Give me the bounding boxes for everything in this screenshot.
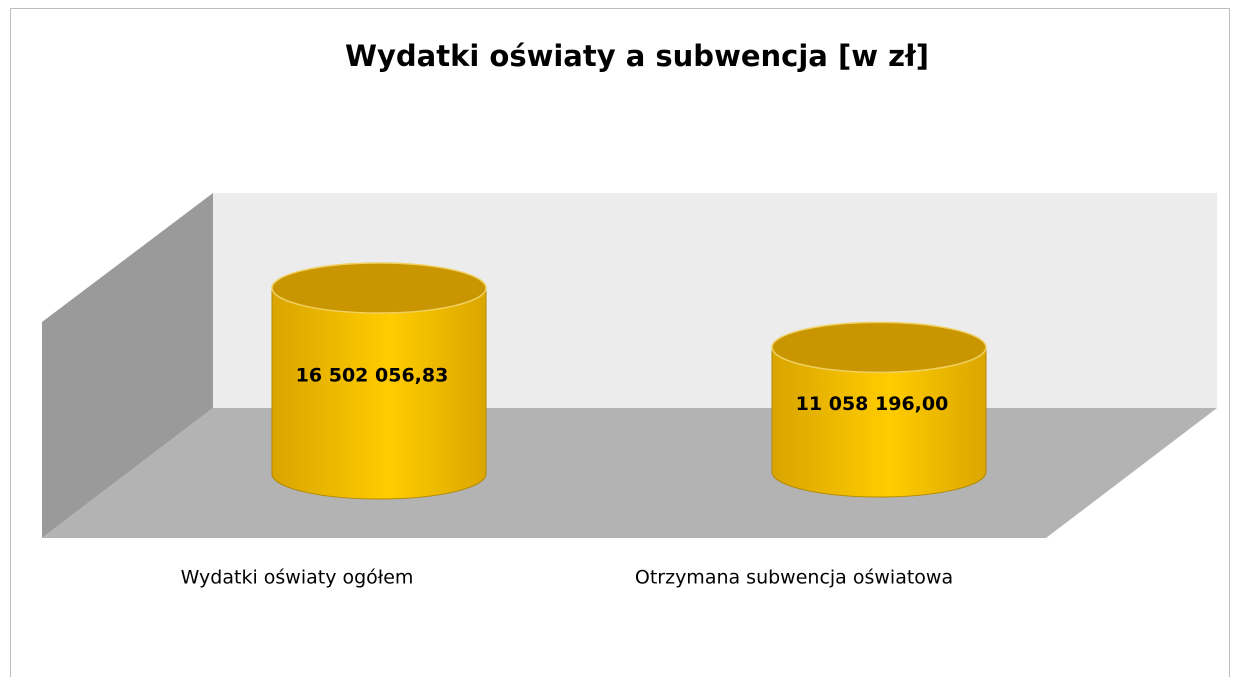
cylinder-top: [771, 321, 987, 374]
cylinder-body: [271, 287, 487, 500]
cylinder-top: [271, 262, 487, 314]
side-wall: [42, 193, 213, 538]
chart-title: Wydatki oświaty a subwencja [w zł]: [345, 39, 929, 73]
cylinder: [271, 262, 487, 500]
floor: [42, 408, 1217, 538]
x-tick-label: Wydatki oświaty ogółem: [181, 567, 414, 589]
data-label: 16 502 056,83: [296, 365, 449, 387]
cylinder: [771, 321, 987, 498]
x-tick-label: Otrzymana subwencja oświatowa: [635, 567, 953, 589]
data-label: 11 058 196,00: [796, 393, 949, 415]
cylinder-body: [771, 346, 987, 498]
